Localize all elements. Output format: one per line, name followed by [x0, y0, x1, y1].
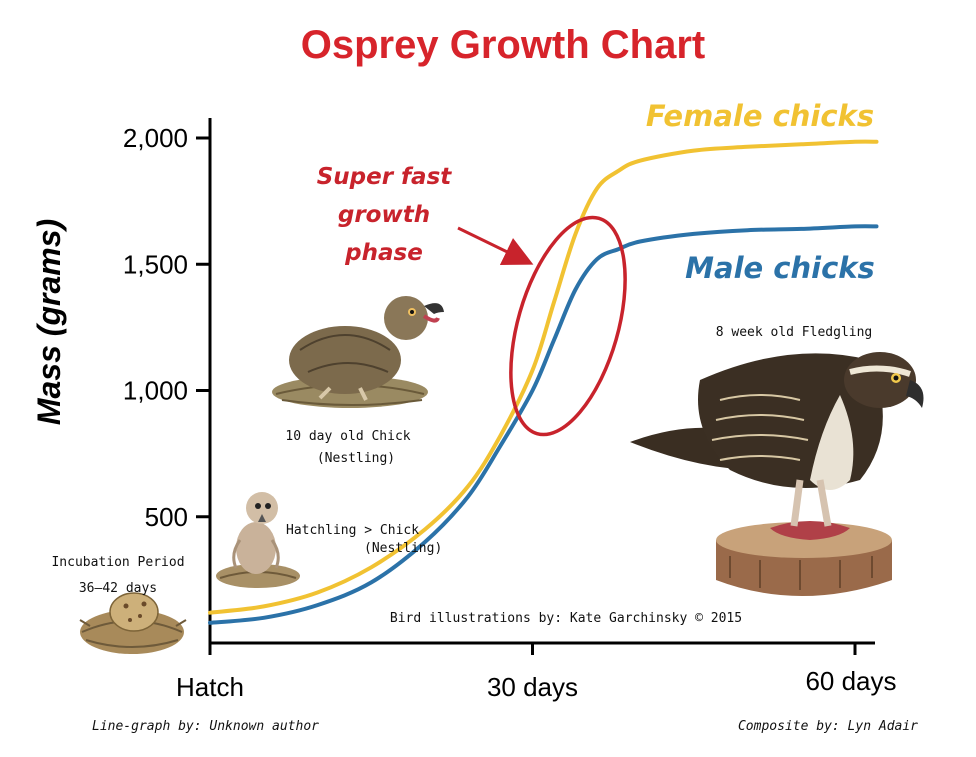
- y-tick-label: 2,000: [123, 123, 188, 153]
- x-tick-label: Hatch: [176, 672, 244, 702]
- hatchling-illustration: [216, 492, 300, 588]
- egg-in-nest-illustration: [79, 592, 187, 654]
- growth-phase-annotation: Super fast growth phase: [317, 164, 453, 266]
- y-tick-label: 500: [145, 502, 188, 532]
- x-tick-label: 60 days: [805, 666, 896, 696]
- series-label-male: Male chicks: [685, 251, 875, 285]
- series-line-female: [208, 139, 879, 615]
- y-axis-label: Mass (grams): [31, 219, 67, 425]
- y-tick-label: 1,000: [123, 376, 188, 406]
- series-line-male: [208, 224, 879, 625]
- footer-left-credit: Line-graph by: Unknown author: [92, 719, 319, 734]
- annotation-line-3: phase: [344, 240, 423, 266]
- caption-incubation-1: Incubation Period: [51, 555, 184, 570]
- growth-phase-ellipse: [509, 215, 627, 437]
- chart-title: Osprey Growth Chart: [301, 23, 706, 67]
- axes: [208, 118, 875, 645]
- series-label-female: Female chicks: [646, 99, 874, 133]
- x-tick-label: 30 days: [487, 672, 578, 702]
- annotation-line-2: growth: [338, 202, 430, 228]
- caption-ten-day-1: 10 day old Chick: [285, 429, 410, 444]
- annotation-line-1: Super fast: [317, 164, 453, 190]
- fledgling-osprey-illustration: [630, 352, 924, 596]
- annotation-arrow: [457, 226, 534, 266]
- illustrations-credit: Bird illustrations by: Kate Garchinsky ©…: [390, 611, 742, 626]
- caption-incubation-2: 36–42 days: [79, 581, 157, 596]
- ten-day-chick-illustration: [272, 296, 444, 408]
- y-tick-label: 1,500: [123, 249, 188, 279]
- caption-ten-day-2: (Nestling): [317, 451, 395, 466]
- caption-hatchling-2: (Nestling): [364, 541, 442, 556]
- caption-hatchling-1: Hatchling > Chick: [286, 523, 419, 538]
- caption-fledgling: 8 week old Fledgling: [716, 325, 873, 340]
- footer-right-credit: Composite by: Lyn Adair: [738, 719, 918, 734]
